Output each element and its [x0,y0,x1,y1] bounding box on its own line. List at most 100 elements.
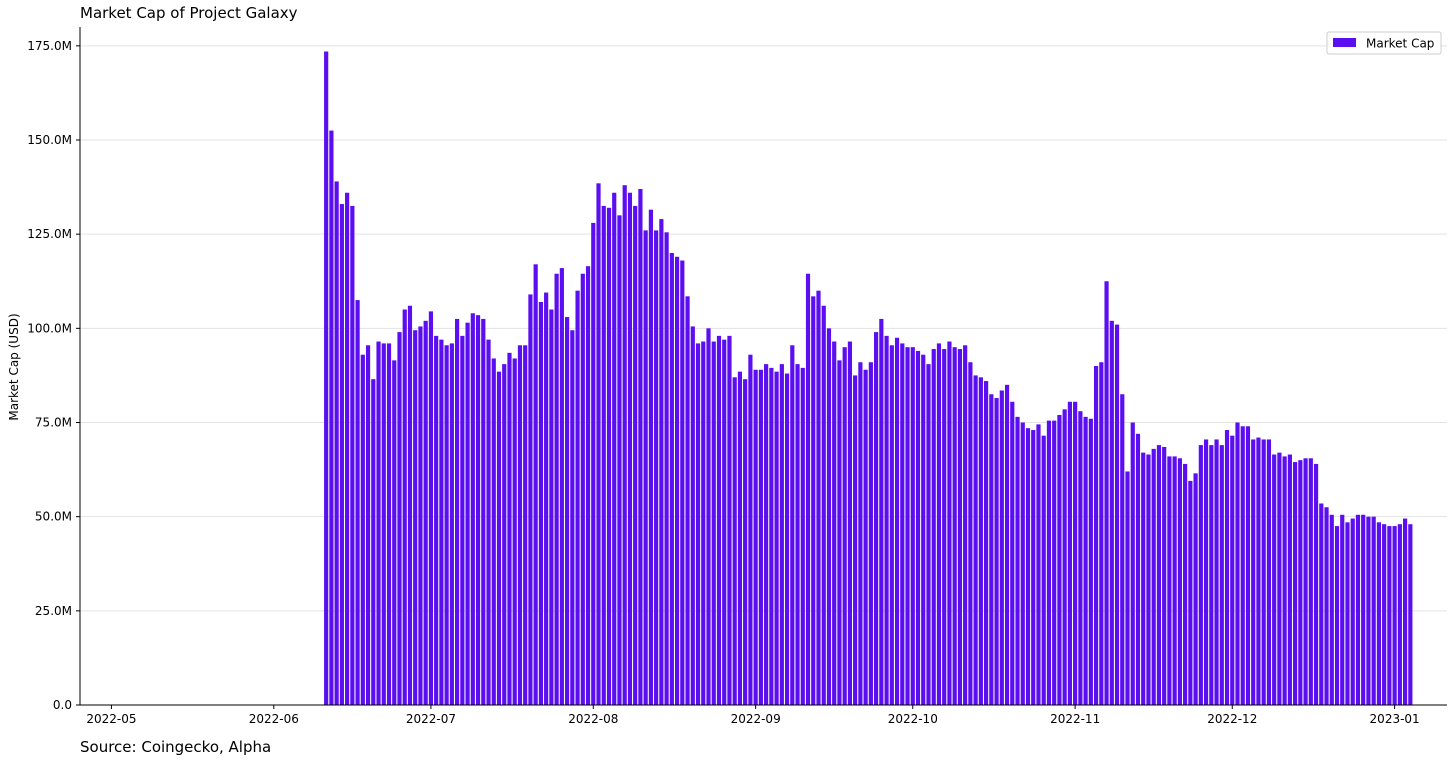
bar [837,360,842,705]
bar [795,364,800,705]
bar [1319,503,1324,705]
y-axis-label: Market Cap (USD) [7,313,21,420]
bar [570,330,575,705]
bar [627,192,633,706]
bar [1251,439,1256,705]
bar [659,219,664,705]
bar [727,335,732,705]
bar [1099,362,1104,705]
bar [1015,416,1020,705]
bar [800,367,805,705]
bar [1261,439,1266,705]
bar [381,343,386,705]
y-tick-label: 100.0M [27,321,72,335]
bar [460,335,465,705]
y-tick-label: 75.0M [35,416,72,430]
bar [1046,420,1052,705]
bar [973,375,978,705]
legend-frame [1326,31,1442,55]
bar [1298,460,1303,705]
bar [1277,452,1282,705]
bar [1209,445,1214,705]
bar [1287,454,1292,705]
bar [1392,526,1397,705]
bar [769,367,774,705]
bar [1025,428,1031,705]
bar [643,230,648,705]
bar [1057,414,1062,705]
bar [1256,437,1261,705]
y-tick-label: 25.0M [35,604,72,618]
bar [1293,462,1298,705]
bar [711,341,716,705]
bar [811,296,816,705]
bar [1329,514,1334,705]
bar [633,205,638,706]
bar [1031,430,1036,705]
bar [716,335,722,705]
y-tick-label: 150.0M [27,133,72,147]
bar [1303,458,1308,705]
bar [1324,507,1329,705]
bar [695,343,701,705]
bar [748,354,753,705]
bar [428,311,434,705]
bar [585,266,591,705]
bar [439,339,444,705]
bar [638,188,643,706]
bar [517,345,523,705]
bar [1109,320,1114,705]
bar [1350,518,1355,705]
bar [565,317,570,705]
bar [1177,458,1182,705]
bar [1203,439,1209,705]
bar [496,371,502,705]
legend: Market Cap [1326,31,1442,55]
bar [900,343,905,705]
bar [612,192,617,706]
bar [889,345,894,705]
bar [832,341,837,705]
bar [554,273,559,705]
bar [355,300,360,705]
bar [444,345,449,705]
bar [1010,401,1015,705]
bar [1004,384,1010,705]
bar [764,364,769,705]
bar [868,362,873,705]
bar [1214,439,1219,705]
bar [481,318,486,705]
bar [533,264,538,705]
bar [947,341,952,705]
bar [528,294,533,705]
bar [465,322,470,705]
bar [910,347,915,705]
bar [952,347,957,705]
bar [674,256,680,705]
bar [753,369,758,705]
bar [790,345,795,705]
bar [879,318,884,705]
bar [1104,281,1109,705]
bar [984,381,989,705]
bar [1245,426,1251,705]
bar [345,192,350,706]
bar [963,345,968,705]
bar [821,305,826,705]
bar [407,305,413,705]
bar [784,373,790,705]
bar [758,369,763,705]
bar [1224,430,1230,705]
y-axis-ticks: 0.0 25.0M 50.0M 75.0M 100.0M 125.0M 150.0M 175.… [27,39,80,712]
bar [1308,458,1313,705]
bar [455,318,460,705]
bar [722,339,727,705]
bar [978,377,983,705]
bar [1345,522,1350,705]
bar [853,375,858,705]
bar [874,332,879,705]
bar [1230,435,1235,705]
bar [1020,422,1025,705]
bar [1146,454,1151,705]
bar [858,362,863,705]
